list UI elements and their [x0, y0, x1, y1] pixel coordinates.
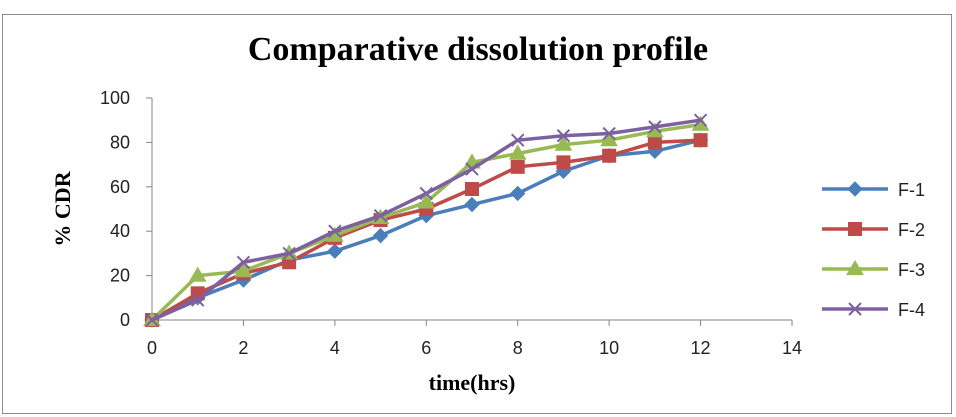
data-point: [465, 182, 479, 197]
data-point: [419, 186, 433, 201]
y-tick-label: 100: [100, 88, 130, 108]
legend-marker: [846, 260, 864, 276]
y-tick-label: 40: [110, 221, 130, 241]
legend-label: F-1: [898, 180, 925, 200]
x-marker-stroke: [648, 120, 662, 134]
x-marker-stroke: [602, 126, 616, 141]
x-marker-stroke: [465, 162, 479, 176]
x-tick-label: 2: [238, 338, 248, 358]
legend-label: F-3: [898, 260, 925, 280]
data-point: [693, 133, 708, 148]
x-tick-label: 14: [782, 338, 802, 358]
data-point: [417, 193, 436, 209]
data-point: [188, 266, 207, 282]
data-point: [510, 159, 525, 174]
data-point: [510, 185, 526, 202]
data-point: [602, 126, 616, 141]
x-axis-title: time(hrs): [429, 370, 516, 395]
x-tick-label: 0: [147, 338, 157, 358]
x-marker-stroke: [236, 255, 251, 269]
chart-frame: [2, 14, 952, 414]
x-tick-label: 8: [513, 338, 523, 358]
legend-label: F-4: [898, 300, 925, 320]
chart-legend: F-1 F-2 F-3 F-4: [822, 180, 925, 320]
y-tick-label: 0: [120, 310, 130, 330]
x-marker-stroke: [556, 129, 571, 143]
legend-label: F-2: [898, 220, 925, 240]
series-line: [150, 138, 703, 322]
data-point: [556, 129, 571, 143]
x-marker-stroke: [511, 133, 525, 147]
data-point: [282, 246, 296, 261]
plot-area: [143, 113, 710, 328]
data-point: [464, 196, 480, 213]
legend-item-f-2: F-2: [822, 220, 925, 240]
data-point: [554, 135, 573, 151]
x-marker-stroke: [191, 293, 205, 307]
x-marker-stroke: [693, 113, 708, 127]
x-marker-stroke: [373, 208, 388, 223]
y-axis-title: % CDR: [50, 170, 75, 246]
data-point: [600, 131, 619, 147]
x-tick-label: 12: [691, 338, 711, 358]
x-tick-label: 6: [421, 338, 431, 358]
x-tick-label: 4: [330, 338, 340, 358]
legend-item-f-3: F-3: [822, 260, 925, 280]
data-point: [372, 227, 389, 244]
data-point: [511, 133, 525, 147]
data-point: [327, 243, 343, 259]
data-point: [693, 113, 708, 127]
legend-marker: [847, 181, 863, 197]
data-point: [328, 224, 342, 238]
series-line: [150, 138, 703, 322]
data-point: [602, 148, 617, 163]
data-point: [236, 255, 251, 269]
data-point: [145, 313, 159, 327]
data-point: [648, 120, 662, 134]
legend-marker: [848, 222, 862, 236]
series-f-2: [145, 133, 708, 327]
data-point: [556, 155, 571, 170]
x-marker-stroke: [282, 246, 296, 261]
legend-marker: [848, 302, 862, 316]
data-point: [191, 293, 205, 307]
chart-title: Comparative dissolution profile: [247, 31, 709, 68]
series-f-1: [144, 132, 709, 328]
data-point: [508, 144, 527, 160]
data-point: [465, 162, 479, 176]
chart-axes: 0 20 40 60 80 100 0 2 4 6 8 10 12 14: [100, 88, 802, 358]
data-point: [647, 135, 662, 150]
y-tick-label: 60: [110, 177, 130, 197]
y-tick-label: 20: [110, 266, 130, 286]
x-marker-stroke: [419, 186, 433, 201]
data-point: [234, 262, 253, 278]
data-point: [373, 208, 388, 223]
series-f-4: [145, 113, 708, 327]
x-tick-label: 10: [599, 338, 619, 358]
legend-item-f-1: F-1: [822, 180, 925, 200]
x-marker-stroke: [328, 224, 342, 238]
y-tick-label: 80: [110, 132, 130, 152]
legend-item-f-4: F-4: [822, 300, 925, 320]
x-marker-stroke: [145, 313, 159, 327]
x-marker-stroke: [848, 302, 862, 316]
